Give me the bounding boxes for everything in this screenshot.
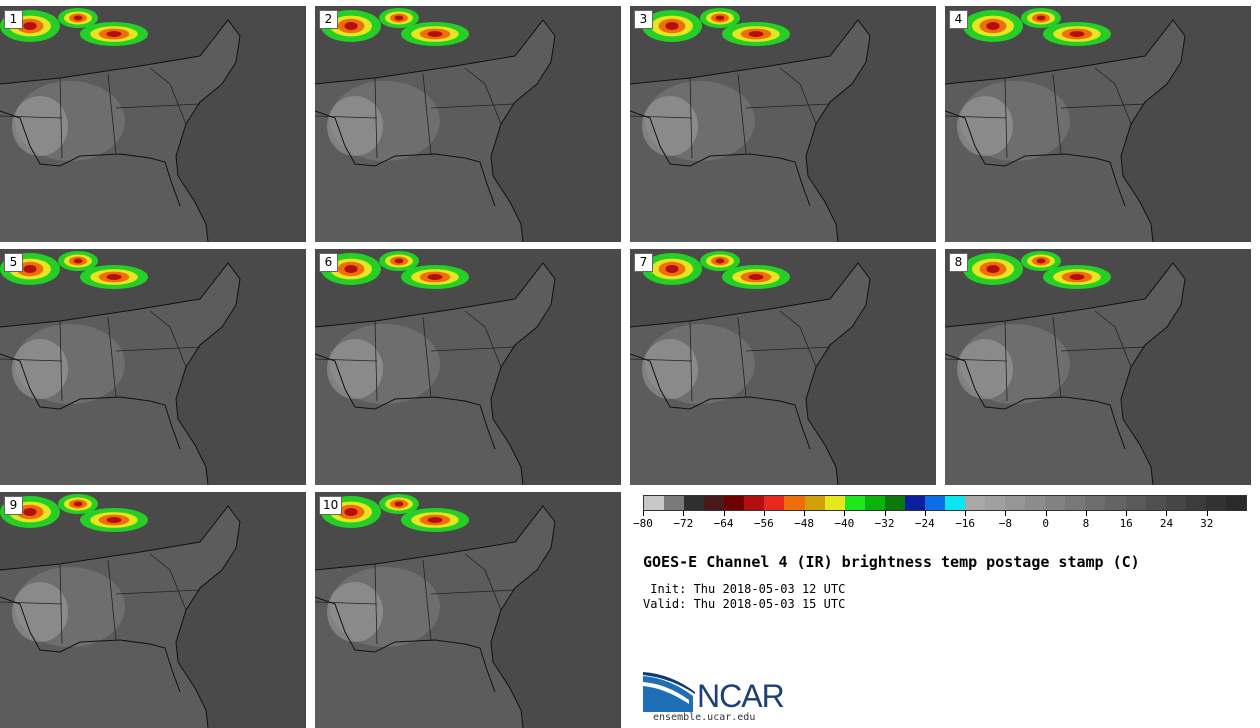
map-image: [630, 249, 936, 485]
colorbar-cell: [1065, 496, 1086, 510]
colorbar-tick: [1005, 511, 1007, 516]
colorbar-tick: [965, 511, 967, 516]
panel-number: 1: [4, 10, 23, 29]
colorbar-cell: [1045, 496, 1066, 510]
colorbar-cell: [644, 496, 665, 510]
map-panel: 8: [945, 249, 1251, 485]
colorbar-cell: [884, 496, 905, 510]
panel-number: 10: [319, 496, 343, 515]
panel-number: 7: [634, 253, 653, 272]
colorbar-cell: [904, 496, 925, 510]
colorbar-cell: [1225, 496, 1246, 510]
colorbar-tick: [804, 511, 806, 516]
map-image: [945, 6, 1251, 242]
map-panel: 4: [945, 6, 1251, 242]
map-image: [0, 249, 306, 485]
panel-number: 5: [4, 253, 23, 272]
map-panel: 6: [315, 249, 621, 485]
colorbar-cell: [864, 496, 885, 510]
colorbar-ticks: −80 −72 −64 −56 −48 −40 −32 −24 −16 −8 0 8 16 24 32: [633, 511, 1247, 535]
colorbar-tick-label: −56: [753, 517, 774, 530]
map-panel: 10: [315, 492, 621, 728]
colorbar-tick: [1206, 511, 1208, 516]
map-image: [0, 492, 306, 728]
panel-number: 2: [319, 10, 338, 29]
map-image: [315, 492, 621, 728]
panel-number: 8: [949, 253, 968, 272]
colorbar-tick: [1085, 511, 1087, 516]
colorbar-tick: [643, 511, 644, 516]
map-panel: 9: [0, 492, 306, 728]
map-image: [945, 249, 1251, 485]
colorbar-tick-label: −32: [874, 517, 895, 530]
colorbar-tick-label: −8: [998, 517, 1013, 530]
colorbar-tick-label: 0: [1042, 517, 1049, 530]
map-panel: 1: [0, 6, 306, 242]
panel-number: 6: [319, 253, 338, 272]
colorbar-tick: [723, 511, 725, 516]
map-panel: 5: [0, 249, 306, 485]
panel-number: 9: [4, 496, 23, 515]
colorbar-cell: [965, 496, 986, 510]
map-image: [315, 249, 621, 485]
init-time: Init: Thu 2018-05-03 12 UTC: [643, 582, 846, 596]
colorbar-cell: [924, 496, 945, 510]
ncar-logo-mark: [643, 672, 695, 712]
valid-time: Valid: Thu 2018-05-03 15 UTC: [643, 597, 846, 611]
colorbar-tick: [763, 511, 765, 516]
colorbar-cell: [1005, 496, 1026, 510]
colorbar-cell: [1105, 496, 1126, 510]
colorbar-tick: [1166, 511, 1168, 516]
colorbar-tick: [924, 511, 926, 516]
colorbar-tick: [1126, 511, 1128, 516]
colorbar-tick-label: −40: [834, 517, 855, 530]
colorbar-tick-label: 16: [1119, 517, 1133, 530]
colorbar-cell: [804, 496, 825, 510]
colorbar-cell: [1185, 496, 1206, 510]
map-image: [315, 6, 621, 242]
colorbar-tick-label: −64: [713, 517, 734, 530]
colorbar-cell: [824, 496, 845, 510]
colorbar-cell: [744, 496, 765, 510]
ncar-logo-text: NCAR: [697, 678, 785, 714]
map-panel: 2: [315, 6, 621, 242]
colorbar-cell: [664, 496, 685, 510]
colorbar-tick-label: −24: [914, 517, 935, 530]
map-panel: 3: [630, 6, 936, 242]
ncar-logo: NCAR ensemble.ucar.edu: [643, 672, 803, 728]
colorbar-cell: [985, 496, 1006, 510]
colorbar: [643, 495, 1247, 511]
map-image: [630, 6, 936, 242]
colorbar-tick: [884, 511, 886, 516]
colorbar-cell: [1085, 496, 1106, 510]
colorbar-tick-label: −80: [633, 517, 653, 530]
colorbar-cell: [684, 496, 705, 510]
map-image: [0, 6, 306, 242]
colorbar-cell: [844, 496, 865, 510]
colorbar-tick-label: −72: [673, 517, 694, 530]
colorbar-cell: [704, 496, 725, 510]
colorbar-cell: [724, 496, 745, 510]
colorbar-cell: [944, 496, 965, 510]
colorbar-cell: [1125, 496, 1146, 510]
colorbar-cell: [1025, 496, 1046, 510]
colorbar-tick-label: 8: [1082, 517, 1090, 530]
colorbar-tick-label: 24: [1159, 517, 1174, 530]
colorbar-cell: [1205, 496, 1226, 510]
ncar-url: ensemble.ucar.edu: [653, 712, 756, 723]
panel-number: 4: [949, 10, 968, 29]
colorbar-tick-label: 32: [1200, 517, 1214, 530]
colorbar-tick: [844, 511, 846, 516]
panel-number: 3: [634, 10, 653, 29]
colorbar-tick: [683, 511, 685, 516]
colorbar-cell: [784, 496, 805, 510]
colorbar-tick-label: −16: [955, 517, 976, 530]
colorbar-cell: [1165, 496, 1186, 510]
colorbar-cell: [764, 496, 785, 510]
colorbar-tick: [1045, 511, 1047, 516]
colorbar-cell: [1145, 496, 1166, 510]
map-panel: 7: [630, 249, 936, 485]
colorbar-tick-label: −48: [794, 517, 814, 530]
figure-title: GOES-E Channel 4 (IR) brightness temp po…: [643, 553, 1140, 571]
